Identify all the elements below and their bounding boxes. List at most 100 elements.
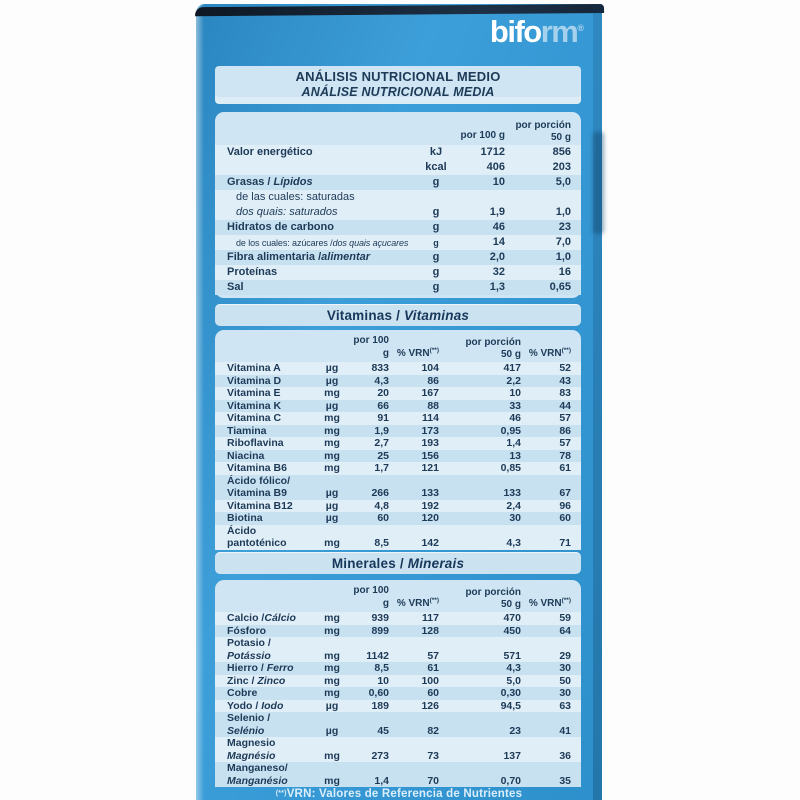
value-cell: 1,0 (555, 251, 571, 263)
row-label: Calcio /Cálcio (227, 612, 319, 625)
value-cell: 50 (559, 674, 571, 687)
main-table-body: Valor energético kJ kcal 1712 406 856 203 Grasa… (215, 145, 581, 295)
label-part: Selenio / (227, 712, 271, 724)
product-package: biform® ANÁLISIS NUTRICIONAL MEDIO ANÁLI… (195, 4, 605, 800)
label-part: dos quais açucares (332, 238, 409, 248)
value-cell: 60 (377, 512, 389, 524)
value-cell: 1,9 (374, 424, 389, 437)
value-cell: 29 (559, 649, 571, 662)
row-label: de las cuales: saturadas dos quais: satur… (227, 190, 419, 220)
table-row: Yodo / Iodo µg 189 126 94,5 63 (215, 699, 581, 712)
unit-cell: mg (324, 774, 340, 787)
label-part: Vitamina K (227, 399, 282, 412)
unit-cell: g (432, 221, 440, 233)
value-cell: 273 (371, 749, 389, 762)
row-label: Sal (227, 280, 419, 295)
value-cell: 137 (503, 749, 521, 762)
table-row: Manganeso/Manganésio mg 1,4 70 0,70 35 (215, 762, 581, 787)
value-cell: 1,7 (374, 462, 389, 474)
table-row: Hierro / Ferro mg 8,5 61 4,3 30 (215, 662, 581, 675)
table-row: Tiamina mg 1,9 173 0,95 86 (215, 424, 581, 437)
value-cell: 57 (427, 649, 439, 662)
label-part: Hierro / (227, 662, 267, 674)
row-label: Potasio / Potássio (227, 637, 319, 662)
table-row: Calcio /Cálcio mg 939 117 470 59 (215, 612, 581, 625)
row-label: Grasas / Lípidos (227, 175, 419, 190)
value-cell: 46 (492, 221, 505, 233)
row-label: Hidratos de carbono (227, 220, 419, 235)
minerals-table-header: por 100 g % VRN(**) por porción 50 g % V… (215, 583, 581, 612)
minerals-panel: por 100 g % VRN(**) por porción 50 g % V… (215, 580, 581, 787)
label-part: Zinc / (227, 674, 258, 687)
value-cell: 1,9 (489, 206, 505, 218)
table-row: Riboflavina mg 2,7 193 1,4 57 (215, 437, 581, 450)
table-row: Niacina mg 25 156 13 78 (215, 449, 581, 463)
value-cell: 59 (559, 612, 571, 624)
row-label: Niacina (227, 450, 319, 463)
unit-cell: mg (324, 662, 340, 674)
label-part: Niacina (227, 449, 265, 462)
table-row: Fibra alimentaria /alimentar g 2,0 1,0 (215, 250, 581, 265)
value-cell: 10 (492, 176, 505, 188)
value-cell: 91 (377, 412, 389, 424)
value-cell: 0,60 (368, 687, 389, 699)
value-cell: 0,95 (500, 424, 521, 437)
table-row: Vitamina D µg 4,3 86 2,2 43 (215, 374, 581, 387)
section-band-vitaminas: Vitaminas / Vitaminas (215, 304, 581, 326)
value-cell: 52 (559, 362, 571, 374)
label-part: Fibra alimentaria / (227, 251, 322, 263)
value-cell: 86 (559, 424, 571, 437)
label-part: Sal (227, 281, 244, 293)
value-cell: 126 (421, 699, 439, 712)
value-cell: 173 (421, 424, 439, 437)
value-cell: 100 (421, 674, 439, 687)
value-cell: 36 (559, 749, 571, 762)
value-cell: 0,30 (500, 687, 521, 699)
vrn-sup: (**) (429, 596, 439, 604)
value-cell: 450 (503, 624, 521, 637)
min-col-header-vrn100: % VRN(**) (389, 595, 439, 611)
table-row: Zinc / Zinco mg 10 100 5,0 50 (215, 674, 581, 687)
unit-cell: µg (325, 699, 339, 712)
label-part: Calcio / (227, 612, 265, 624)
unit-cell: mg (324, 749, 340, 762)
value-cell: 33 (509, 399, 521, 412)
value-cell: 1,4 (506, 437, 521, 449)
value-cell: 8,5 (374, 662, 389, 674)
vit-col-header-per100: por 100 g (353, 335, 389, 359)
vrn-label: % VRN (528, 347, 562, 359)
value-cell: 4,3 (506, 662, 521, 674)
col-header-portion-line1: por porción (515, 120, 571, 131)
unit-cell: g (432, 176, 440, 188)
portion-line1: por porción (465, 587, 521, 598)
vit-col-header-portion: por porción 50 g (439, 337, 521, 360)
value-cell: 44 (559, 399, 571, 412)
table-row: Vitamina K µg 66 88 33 44 (215, 399, 581, 412)
value-cell: 67 (559, 487, 571, 499)
value-cell: 10 (377, 674, 389, 687)
value-cell: 94,5 (500, 699, 521, 712)
row-label: Biotina (227, 512, 319, 525)
value-cell: 82 (427, 724, 439, 737)
col-header-per100: por 100 g (460, 130, 505, 141)
brand-logo-light: rm (540, 14, 579, 49)
portion-line2: 50 g (500, 348, 521, 360)
label-part: Ferro (266, 662, 294, 674)
value-cell: 41 (559, 724, 571, 737)
label-part: Vitamina B12 (227, 499, 293, 512)
package-fold-shadow (593, 132, 604, 234)
value-cell: 30 (509, 512, 521, 524)
value-cell: 30 (559, 687, 571, 699)
footnote-text: VRN: Valores de Referencia de Nutrientes (286, 788, 523, 800)
label-part: de las cuales: saturadas (236, 191, 355, 203)
min-col-header-vrn-portion: % VRN(**) (521, 595, 571, 611)
table-row: Grasas / Lípidos g 10 5,0 (215, 175, 581, 190)
unit-cell: g (432, 281, 440, 293)
unit-cell: mg (324, 449, 340, 462)
value-cell: 70 (427, 774, 439, 787)
value-cell: 1,0 (555, 206, 571, 218)
label-part: alimentar (321, 251, 371, 263)
unit-cell: mg (324, 424, 340, 437)
vit-col-header-vrn-portion: % VRN(**) (521, 345, 571, 361)
row-label: Ácido pantoténico (227, 525, 319, 550)
